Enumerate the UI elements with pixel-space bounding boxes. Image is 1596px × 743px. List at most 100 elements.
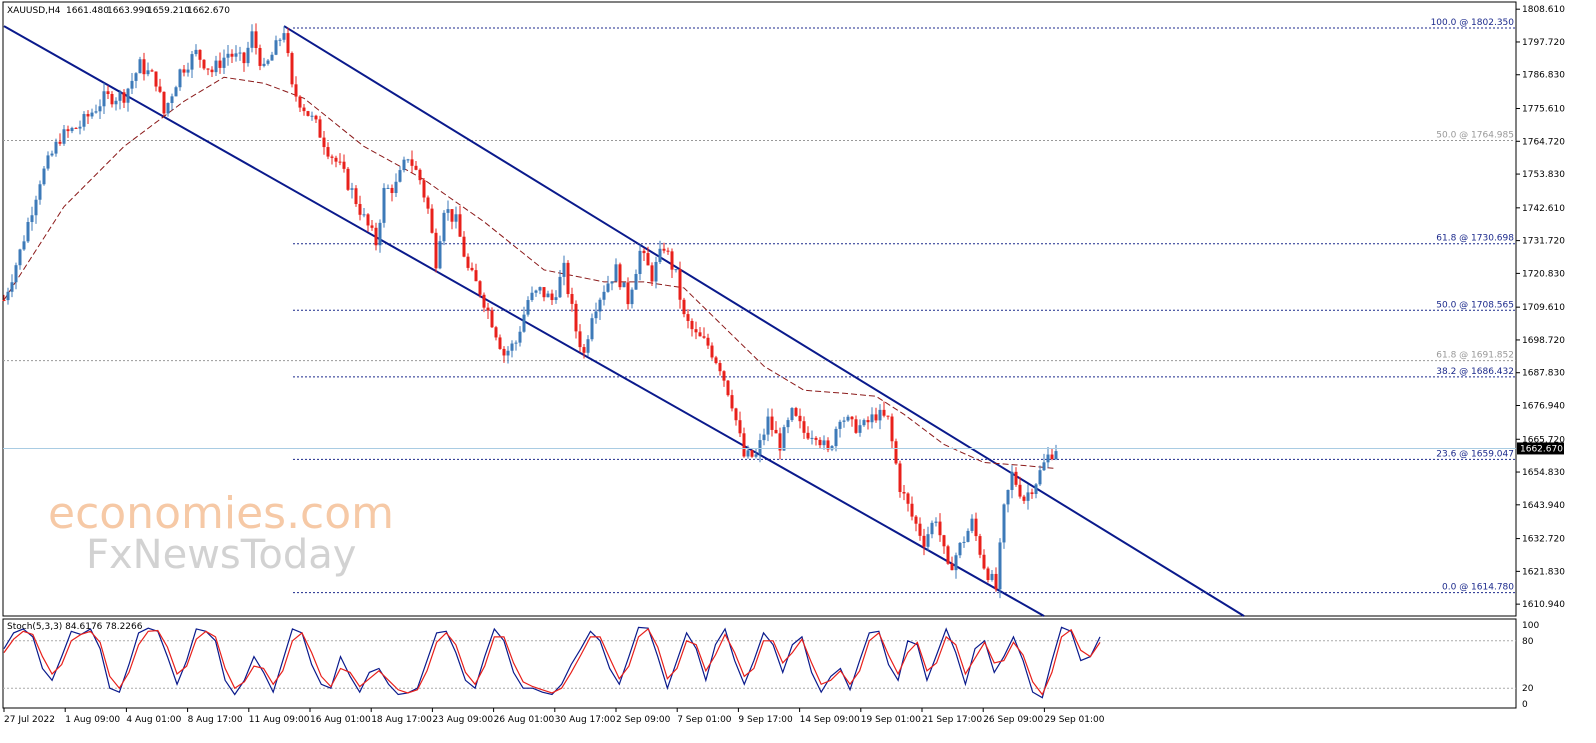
candle-body [634,273,638,290]
candle-body [666,250,670,252]
candle-body [710,345,714,358]
candle-body [754,454,758,457]
y-tick-label: 1797.720 [1522,38,1565,48]
candle-body [818,439,822,446]
candle-body [1026,492,1030,501]
candle-body [42,168,46,185]
candle-body [870,414,874,423]
candle-body [490,310,494,328]
candle-body [766,416,770,435]
candle-body [186,69,190,73]
channel-line-lower [283,25,1245,617]
candle-body [758,440,762,455]
x-tick-label: 7 Sep 01:00 [677,715,732,725]
stoch-y-tick-label: 80 [1522,637,1534,647]
x-tick-label: 11 Aug 09:00 [249,715,310,725]
candle-body [78,126,82,129]
candle-body [202,59,206,69]
current-price-box [1517,442,1564,455]
candle-body [750,450,754,457]
candle-body [426,197,430,209]
candle-body [74,127,78,129]
time-axis: 27 Jul 2022 1 Aug 09:00 4 Aug 01:00 8 Aug 1… [3,708,1105,725]
candle-body [578,331,582,348]
candle-body [646,253,650,266]
candle-body [106,91,110,94]
candle-body [518,331,522,343]
y-tick-label: 1764.720 [1522,137,1565,147]
candle-body [10,282,14,292]
candle-body [514,342,518,344]
watermark-economies: economies.com [48,488,394,539]
candle-body [242,52,246,64]
candle-body [714,357,718,364]
candle-body [854,419,858,433]
candle-body [130,80,134,89]
candle-body [722,371,726,381]
candle-body [346,168,350,190]
candle-body [14,265,18,283]
candle-body [282,33,286,40]
candle-body [386,187,390,189]
candle-body [1018,484,1022,497]
candle-body [330,156,334,158]
candle-body [970,518,974,531]
candle-body [214,60,218,73]
candle-body [286,33,290,54]
x-tick-label: 27 Jul 2022 [4,715,55,725]
candle-body [254,31,258,48]
candle-body [118,92,122,101]
candle-body [994,573,998,590]
candle-body [338,161,342,163]
candle-body [1006,489,1010,505]
candle-body [930,522,934,535]
candle-body [910,503,914,517]
candle-body [662,248,666,251]
x-tick-label: 16 Aug 01:00 [310,715,371,725]
candle-body [90,112,94,117]
candle-body [990,573,994,580]
candle-body [770,416,774,430]
candle-body [406,159,410,161]
candle-body [830,446,834,450]
candle-body [98,106,102,112]
fib-level-label: 50.0 @ 1708.565 [1436,300,1514,310]
candle-body [38,184,42,200]
candle-body [178,69,182,88]
candle-body [938,521,942,536]
candle-body [806,432,810,439]
candle-body [1034,484,1038,494]
x-tick-label: 2 Sep 09:00 [616,715,671,725]
candle-body [822,440,826,446]
candle-body [670,251,674,270]
candle-body [294,84,298,97]
stoch-series-main [3,626,1101,699]
candle-body [358,204,362,215]
candle-body [122,92,126,103]
x-tick-label: 8 Aug 17:00 [188,715,243,725]
fib-level-label: 61.8 @ 1730.698 [1436,234,1514,244]
main-plot-frame [2,1,1517,617]
candle-body [482,294,486,308]
candle-body [778,433,782,451]
y-tick-label: 1621.830 [1522,567,1565,577]
x-tick-label: 29 Sep 01:00 [1044,715,1104,725]
candle-body [22,241,26,250]
candle-body [962,541,966,543]
candle-body [318,119,322,138]
x-tick-label: 19 Sep 01:00 [861,715,921,725]
y-tick-label: 1676.940 [1522,401,1565,411]
candle-body [290,53,294,85]
candle-body [154,71,158,87]
candle-body [742,433,746,457]
stoch-y-tick-label: 20 [1522,684,1534,694]
candle-body [546,293,550,298]
candle-body [246,47,250,64]
candle-body [918,523,922,536]
candle-body [274,40,278,55]
candle-body [458,214,462,237]
y-tick-label: 1610.940 [1522,600,1565,610]
candle-body [978,536,982,555]
candle-body [138,59,142,74]
